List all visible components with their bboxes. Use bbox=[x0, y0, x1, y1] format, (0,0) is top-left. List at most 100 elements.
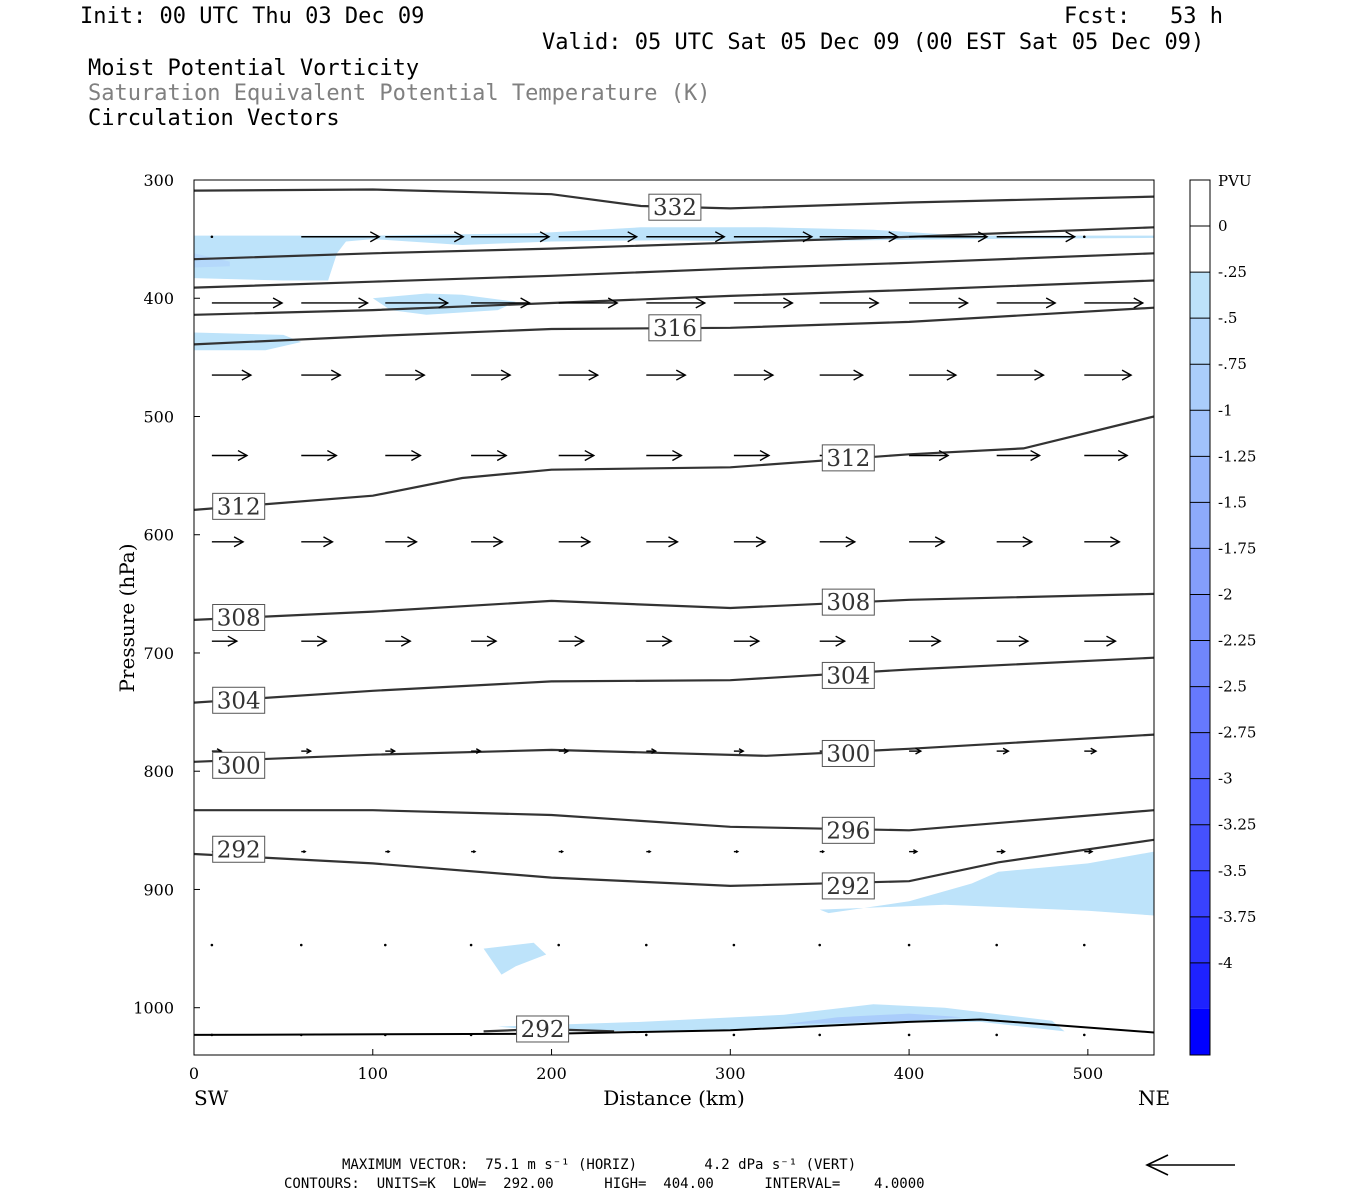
svg-text:312: 312 bbox=[217, 494, 261, 520]
svg-text:300: 300 bbox=[217, 753, 261, 779]
contour-label-308: 308 bbox=[212, 604, 266, 632]
vector-arrow bbox=[909, 231, 989, 243]
init-time: Init: 00 UTC Thu 03 Dec 09 bbox=[80, 4, 425, 29]
y-tick-label: 700 bbox=[143, 644, 174, 663]
x-axis-ne-label: NE bbox=[1138, 1086, 1170, 1110]
vector-arrow bbox=[558, 369, 600, 381]
theta-contour-308 bbox=[194, 592, 1154, 621]
colorbar-label: -1.5 bbox=[1218, 493, 1247, 511]
colorbar-label: -1.75 bbox=[1218, 539, 1256, 557]
svg-text:296: 296 bbox=[826, 818, 870, 844]
vector-arrow bbox=[210, 235, 214, 239]
contour-label-304: 304 bbox=[212, 686, 266, 714]
colorbar-swatch bbox=[1190, 870, 1210, 917]
theta-contour-304 bbox=[194, 656, 1154, 704]
vector-arrow bbox=[646, 297, 707, 309]
colorbar: 0 -.25 -.5 -.75 -1 -1.25 -1.5 -1.75 -2 -2.25 -2.5 -… bbox=[1189, 172, 1256, 1056]
vector-arrow bbox=[558, 449, 596, 462]
theta-contour-332 bbox=[194, 188, 1154, 210]
forecast-hour: Fcst: 53 h bbox=[1064, 4, 1223, 29]
colorbar-swatch bbox=[1190, 226, 1210, 273]
circulation-vectors bbox=[210, 231, 1145, 1037]
x-tick-label: 200 bbox=[536, 1064, 567, 1083]
vector-arrow bbox=[909, 849, 919, 855]
vector-arrow bbox=[909, 369, 958, 381]
contour-label-312: 312 bbox=[212, 492, 266, 520]
theta-contour-320 bbox=[194, 279, 1154, 316]
x-axis-sw-label: SW bbox=[194, 1086, 229, 1110]
vector-arrow bbox=[558, 850, 565, 854]
vector-arrow bbox=[469, 1033, 473, 1037]
vector-arrow bbox=[471, 536, 504, 548]
vector-arrow bbox=[557, 943, 560, 947]
colorbar-swatch bbox=[1190, 364, 1210, 411]
theta-contour-312 bbox=[194, 415, 1154, 511]
colorbar-swatch bbox=[1190, 594, 1210, 641]
vector-arrow bbox=[211, 297, 284, 309]
footer-contours: CONTOURS: UNITS=K LOW= 292.00 HIGH= 404.… bbox=[284, 1176, 925, 1192]
y-tick-label: 600 bbox=[143, 526, 174, 545]
vector-arrow bbox=[733, 369, 775, 381]
contour-label-332: 332 bbox=[648, 193, 702, 221]
vector-arrow bbox=[301, 536, 334, 548]
vector-arrow bbox=[1082, 1033, 1086, 1037]
theta-contour-328 bbox=[194, 226, 1154, 261]
vector-arrow bbox=[385, 536, 418, 548]
colorbar-swatch bbox=[1190, 962, 1210, 1009]
vector-arrow bbox=[1084, 747, 1098, 755]
vector-arrow bbox=[646, 635, 673, 647]
vector-arrow bbox=[301, 449, 338, 462]
vector-arrow bbox=[819, 231, 900, 243]
vector-arrow bbox=[299, 943, 303, 947]
mpv-region-upper-band bbox=[194, 227, 1154, 281]
colorbar-label: -3.25 bbox=[1218, 816, 1256, 834]
vector-arrow bbox=[1082, 943, 1086, 947]
theta-contour-292 bbox=[194, 838, 1154, 888]
theta-contour-316 bbox=[194, 306, 1154, 346]
vector-arrow bbox=[385, 369, 426, 381]
vector-arrow bbox=[471, 369, 512, 381]
vector-arrow bbox=[646, 449, 683, 462]
svg-text:292: 292 bbox=[826, 874, 870, 900]
x-tick-label: 100 bbox=[357, 1064, 388, 1083]
vector-arrow bbox=[644, 1033, 648, 1037]
colorbar-label: -2 bbox=[1218, 585, 1233, 603]
vector-arrow bbox=[211, 635, 239, 647]
vector-arrow bbox=[471, 231, 551, 243]
vector-arrow bbox=[558, 536, 592, 548]
svg-text:308: 308 bbox=[826, 590, 870, 616]
svg-text:292: 292 bbox=[521, 1017, 565, 1043]
colorbar-label: -2.25 bbox=[1218, 632, 1256, 650]
vector-arrow bbox=[385, 748, 397, 755]
vector-arrow bbox=[471, 850, 477, 854]
vector-arrow bbox=[819, 369, 865, 381]
contour-label-308: 308 bbox=[821, 588, 875, 616]
vector-arrow bbox=[732, 943, 736, 947]
x-tick-label: 500 bbox=[1073, 1064, 1104, 1083]
vector-arrow bbox=[819, 850, 826, 854]
x-tick-label: 400 bbox=[894, 1064, 925, 1083]
reference-vector bbox=[1145, 1154, 1235, 1176]
field-title-vectors: Circulation Vectors bbox=[88, 106, 340, 131]
vector-arrow bbox=[907, 943, 911, 947]
colorbar-label: -2.75 bbox=[1218, 724, 1256, 742]
vector-arrow bbox=[210, 943, 214, 947]
y-tick-label: 400 bbox=[143, 289, 174, 308]
vector-arrow bbox=[301, 369, 342, 381]
contour-labels: 332 316 312 312 308 308 304 304 300 300 296 292 292 2… bbox=[212, 193, 875, 1043]
contour-label-296: 296 bbox=[821, 816, 875, 844]
colorbar-swatch bbox=[1190, 778, 1210, 825]
colorbar-swatch bbox=[1190, 272, 1210, 319]
colorbar-swatch bbox=[1190, 318, 1210, 365]
vector-arrow bbox=[996, 747, 1010, 755]
vector-arrow bbox=[1084, 635, 1117, 647]
x-tick-label: 0 bbox=[189, 1064, 199, 1083]
mpv-region-low-east bbox=[819, 851, 1154, 916]
vector-arrow bbox=[909, 747, 923, 755]
colorbar-label: 0 bbox=[1218, 217, 1228, 235]
y-tick-label: 1000 bbox=[133, 999, 174, 1018]
vector-arrow bbox=[996, 369, 1045, 381]
svg-text:316: 316 bbox=[653, 316, 697, 342]
colorbar-swatch bbox=[1190, 640, 1210, 687]
